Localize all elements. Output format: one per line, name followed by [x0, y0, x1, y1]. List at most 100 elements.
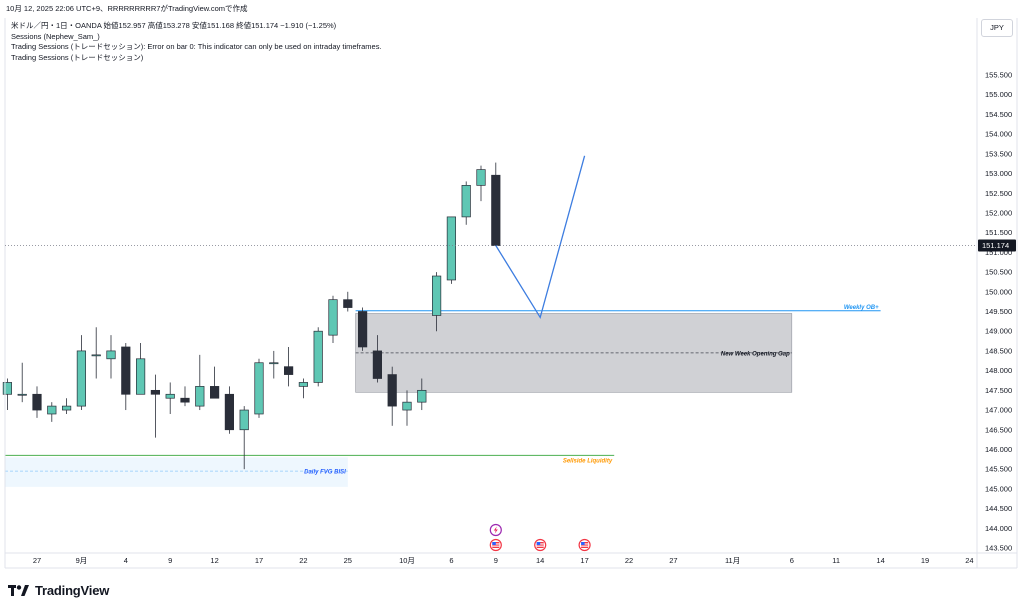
flag-icon-canton — [536, 542, 541, 545]
candle-body — [446, 216, 456, 281]
us-flag-event-icon — [489, 538, 502, 552]
price-tick-label: 150.000 — [985, 287, 1012, 296]
candle-body — [372, 350, 382, 379]
price-tick-label: 152.000 — [985, 208, 1012, 217]
time-tick-label: 9月 — [76, 556, 88, 565]
time-tick-label: 10月 — [399, 556, 415, 565]
price-tick-label: 155.000 — [985, 90, 1012, 99]
candle-body — [402, 401, 412, 411]
indicator-legend-sessions[interactable]: Sessions (Nephew_Sam_) — [11, 31, 100, 41]
price-tick-label: 150.500 — [985, 268, 1012, 277]
flag-icon-canton — [492, 542, 496, 545]
candle-body — [224, 393, 234, 431]
tradingview-logo-icon — [8, 585, 29, 596]
time-tick-label: 19 — [921, 556, 929, 565]
symbol-legend[interactable]: 米ドル／円・1日・OANDA 始値152.957 高値153.278 安値151… — [11, 21, 337, 30]
time-tick-label: 12 — [210, 556, 218, 565]
time-tick-label: 9 — [168, 556, 172, 565]
zone-label: Daily FVG BISI — [304, 470, 346, 476]
price-tick-label: 151.000 — [985, 248, 1012, 257]
time-tick-label: 24 — [965, 556, 973, 565]
us-flag-event-icon — [578, 538, 591, 552]
indicator-error-message: Trading Sessions (トレードセッション): Error on b… — [11, 42, 382, 51]
price-tick-label: 155.500 — [985, 71, 1012, 80]
projection-layer — [495, 155, 586, 320]
candle-body — [106, 350, 116, 360]
price-tick-label: 147.500 — [985, 386, 1012, 395]
flag-icon-canton — [581, 542, 585, 545]
chart-header: 10月 12, 2025 22:06 UTC+9、RRRRRRRRR7がTrad… — [0, 0, 1024, 14]
price-tick-label: 143.500 — [985, 544, 1012, 553]
price-tick-label: 153.500 — [985, 149, 1012, 158]
candle-body — [461, 185, 471, 218]
us-flag-event-icon — [534, 538, 547, 552]
flag-icon-stripe — [581, 545, 589, 547]
candle-body — [210, 386, 220, 399]
time-tick-label: 17 — [255, 556, 263, 565]
time-tick-label: 9 — [494, 556, 498, 565]
candle-body — [136, 358, 146, 395]
candle-body — [150, 389, 160, 395]
price-tick-label: 146.000 — [985, 445, 1012, 454]
levels-layer: Weekly OB+ Sellside Liquidity — [5, 305, 881, 464]
time-tick-label: 4 — [124, 556, 128, 565]
price-tick-label: 149.500 — [985, 307, 1012, 316]
zones-layer: New Week Opening Gap Daily FVG BISI — [5, 313, 793, 487]
candle-body — [358, 311, 368, 348]
last-price-label: 151.174 — [982, 241, 1009, 250]
flash-icon-bolt — [493, 526, 498, 534]
candle-body — [17, 393, 27, 396]
price-tick-label: 145.000 — [985, 484, 1012, 493]
price-tick-label: 154.000 — [985, 130, 1012, 139]
time-tick-label: 14 — [876, 556, 884, 565]
flash-event-icon — [489, 523, 502, 537]
candle-body — [476, 169, 486, 186]
candle-body — [195, 386, 205, 407]
time-tick-label: 27 — [33, 556, 41, 565]
brand-footer[interactable]: TradingView — [8, 583, 109, 598]
candle-body — [47, 405, 57, 415]
candle-body — [491, 174, 501, 246]
price-tick-label: 153.000 — [985, 169, 1012, 178]
price-tick-label: 152.500 — [985, 189, 1012, 198]
time-tick-label: 11月 — [725, 556, 740, 565]
candle-body — [180, 397, 190, 403]
candle-body — [32, 393, 42, 411]
zone-label: New Week Opening Gap — [721, 351, 790, 357]
price-tick-label: 151.500 — [985, 228, 1012, 237]
last-price-tag — [978, 239, 1016, 252]
candle-body — [284, 366, 294, 375]
price-tick-label: 144.500 — [985, 504, 1012, 513]
candle-body — [298, 382, 308, 387]
flag-icon-stripe — [536, 545, 544, 547]
time-tick-label: 27 — [669, 556, 677, 565]
price-tick-label: 154.500 — [985, 110, 1012, 119]
level-label: Sellside Liquidity — [563, 458, 613, 464]
time-tick-label: 11 — [832, 556, 840, 565]
time-tick-label: 25 — [344, 556, 352, 565]
symbol-info-panel: 米ドル／円・1日・OANDA 始値152.957 高値153.278 安値151… — [11, 21, 382, 63]
price-tick-label: 146.500 — [985, 425, 1012, 434]
snapshot-title: 10月 12, 2025 22:06 UTC+9、RRRRRRRRR7がTrad… — [6, 4, 248, 13]
candle-body — [328, 299, 338, 336]
candle-body — [76, 350, 87, 407]
time-tick-label: 6 — [449, 556, 453, 565]
indicator-legend-trading-sessions[interactable]: Trading Sessions (トレードセッション) — [11, 52, 144, 62]
candle-body — [313, 330, 323, 383]
time-tick-label: 14 — [536, 556, 544, 565]
price-tick-label: 144.000 — [985, 524, 1012, 533]
candle-body — [417, 389, 427, 403]
price-tick-label: 148.000 — [985, 366, 1012, 375]
candle-body — [91, 354, 101, 357]
projection-path — [495, 155, 586, 320]
candle-body — [121, 346, 131, 395]
flag-icon-stripe — [492, 545, 500, 547]
event-icons-layer — [489, 523, 591, 552]
time-tick-label: 22 — [625, 556, 633, 565]
level-label: Weekly OB+ — [844, 305, 879, 311]
currency-button[interactable]: JPY — [981, 19, 1013, 37]
price-tick-label: 145.500 — [985, 465, 1012, 474]
price-tick-label: 149.000 — [985, 327, 1012, 336]
candle-body — [343, 299, 353, 308]
